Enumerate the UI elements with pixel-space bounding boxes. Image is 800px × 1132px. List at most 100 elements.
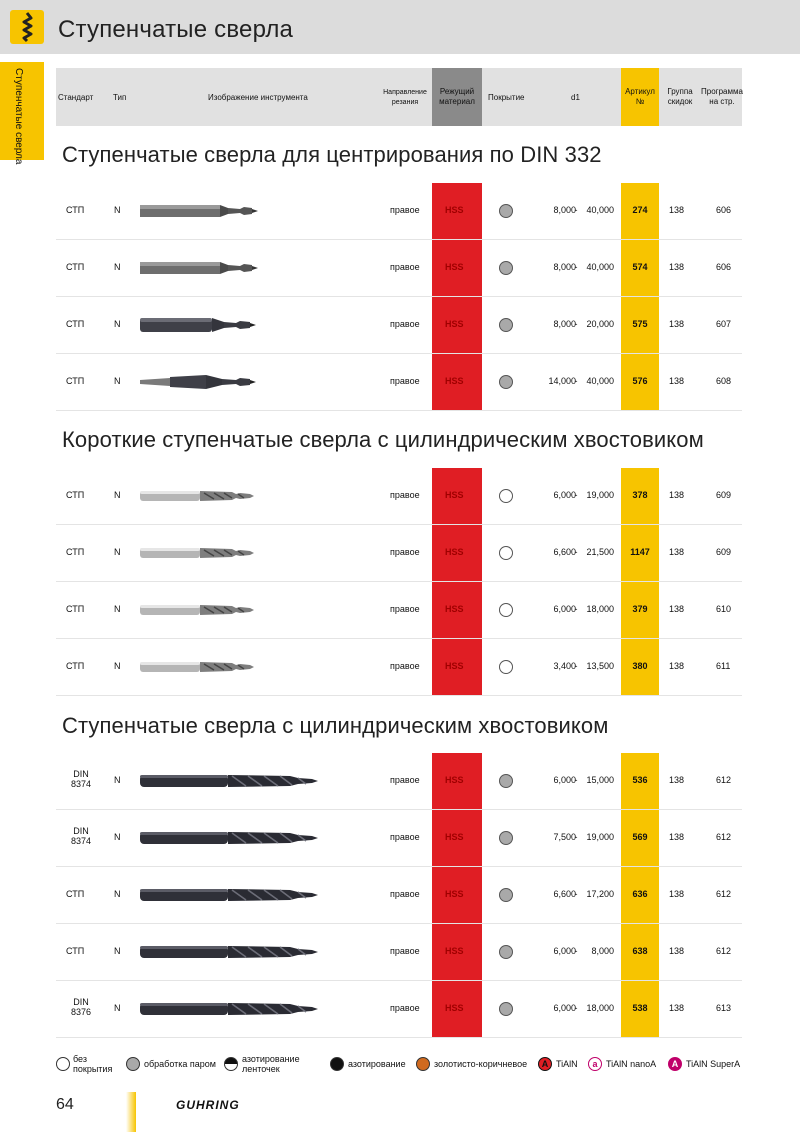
gold-brown-icon bbox=[416, 1057, 430, 1071]
program-page-cell: 612 bbox=[716, 946, 732, 956]
article-number-cell: 569 bbox=[632, 832, 648, 842]
drill-image bbox=[140, 827, 320, 849]
direction-cell: правое bbox=[390, 490, 420, 500]
coating-icon bbox=[499, 261, 513, 275]
discount-group-cell: 138 bbox=[669, 1003, 685, 1013]
standard-cell: СТП bbox=[66, 262, 85, 272]
program-page-cell: 609 bbox=[716, 490, 732, 500]
cutting-material-cell: HSS bbox=[445, 1003, 464, 1013]
discount-group-cell: 138 bbox=[669, 262, 685, 272]
standard-cell: СТП bbox=[66, 490, 85, 500]
diameter-to-cell: 8,000 bbox=[591, 946, 614, 956]
diameter-to-cell: 20,000 bbox=[586, 319, 614, 329]
diameter-from-cell: 7,500 bbox=[553, 832, 576, 842]
diameter-from-cell: 6,000 bbox=[553, 604, 576, 614]
diameter-range-dash: - bbox=[574, 604, 578, 614]
drill-image bbox=[140, 371, 320, 393]
cutting-material-cell: HSS bbox=[445, 319, 464, 329]
coating-icon bbox=[499, 375, 513, 389]
cutting-material-cell: HSS bbox=[445, 604, 464, 614]
diameter-from-cell: 6,000 bbox=[553, 946, 576, 956]
diameter-range-dash: - bbox=[574, 262, 578, 272]
diameter-range-dash: - bbox=[574, 547, 578, 557]
diameter-range-dash: - bbox=[574, 205, 578, 215]
article-number-cell: 636 bbox=[632, 889, 648, 899]
diameter-to-cell: 19,000 bbox=[586, 490, 614, 500]
diameter-range-dash: - bbox=[574, 490, 578, 500]
diameter-to-cell: 15,000 bbox=[586, 775, 614, 785]
discount-group-cell: 138 bbox=[669, 661, 685, 671]
coating-icon bbox=[499, 318, 513, 332]
diameter-range-dash: - bbox=[574, 661, 578, 671]
cutting-material-cell: HSS bbox=[445, 376, 464, 386]
page-title: Ступенчатые сверла bbox=[58, 16, 294, 43]
program-page-cell: 611 bbox=[716, 661, 731, 671]
standard-cell: СТП bbox=[66, 547, 85, 557]
header-article: Артикул № bbox=[621, 87, 659, 107]
article-number-cell: 538 bbox=[632, 1003, 648, 1013]
program-page-cell: 612 bbox=[716, 889, 732, 899]
article-number-cell: 638 bbox=[632, 946, 648, 956]
header-coating: Покрытие bbox=[488, 93, 525, 102]
article-number-cell: 379 bbox=[632, 604, 648, 614]
cutting-material-cell: HSS bbox=[445, 889, 464, 899]
article-number-cell: 378 bbox=[632, 490, 648, 500]
header-article-bg bbox=[621, 68, 659, 126]
standard-cell: СТП bbox=[66, 889, 85, 899]
type-cell: N bbox=[114, 547, 121, 557]
diameter-to-cell: 13,500 bbox=[586, 661, 614, 671]
drill-image bbox=[140, 656, 320, 678]
cutting-material-cell: HSS bbox=[445, 262, 464, 272]
direction-cell: правое bbox=[390, 205, 420, 215]
direction-cell: правое bbox=[390, 547, 420, 557]
diameter-range-dash: - bbox=[574, 832, 578, 842]
header-article-line1: Артикул bbox=[625, 87, 655, 96]
type-cell: N bbox=[114, 775, 121, 785]
cutting-material-column-bg bbox=[432, 753, 482, 1038]
section-title: Ступенчатые сверла с цилиндрическим хвос… bbox=[62, 713, 609, 738]
article-number-cell: 536 bbox=[632, 775, 648, 785]
program-page-cell: 612 bbox=[716, 832, 732, 842]
discount-group-cell: 138 bbox=[669, 319, 685, 329]
discount-group-cell: 138 bbox=[669, 946, 685, 956]
direction-cell: правое bbox=[390, 604, 420, 614]
type-cell: N bbox=[114, 262, 121, 272]
standard-cell: DIN 8374 bbox=[70, 826, 92, 846]
drill-image bbox=[140, 941, 320, 963]
side-tab-label: Ступенчатые сверла bbox=[13, 68, 24, 165]
side-tab bbox=[0, 62, 44, 160]
section-title: Короткие ступенчатые сверла с цилиндриче… bbox=[62, 427, 704, 452]
standard-cell: СТП bbox=[66, 661, 85, 671]
diameter-to-cell: 21,500 bbox=[586, 547, 614, 557]
legend-item-land-nitriding: азотирование ленточек bbox=[242, 1054, 300, 1074]
direction-cell: правое bbox=[390, 1003, 420, 1013]
drill-image bbox=[140, 485, 320, 507]
legend-item-nitriding: азотирование bbox=[348, 1059, 406, 1069]
diameter-to-cell: 40,000 bbox=[586, 262, 614, 272]
standard-cell: СТП bbox=[66, 376, 85, 386]
drill-image bbox=[140, 884, 320, 906]
coating-icon bbox=[499, 546, 513, 560]
legend-item-tialn: TiAlN bbox=[556, 1059, 578, 1069]
legend-item-steam: обработка паром bbox=[144, 1059, 216, 1069]
program-page-cell: 606 bbox=[716, 262, 732, 272]
type-cell: N bbox=[114, 604, 121, 614]
discount-group-cell: 138 bbox=[669, 490, 685, 500]
legend-item-no-coating: без покрытия bbox=[73, 1054, 112, 1074]
land-nitriding-icon bbox=[224, 1057, 238, 1071]
nitriding-icon bbox=[330, 1057, 344, 1071]
header-group-line1: Группа bbox=[667, 87, 693, 96]
drill-image bbox=[140, 599, 320, 621]
drill-image bbox=[140, 257, 320, 279]
program-page-cell: 608 bbox=[716, 376, 732, 386]
diameter-to-cell: 40,000 bbox=[586, 376, 614, 386]
program-page-cell: 610 bbox=[716, 604, 732, 614]
header-direction-line2: резания bbox=[391, 99, 419, 106]
cutting-material-cell: HSS bbox=[445, 832, 464, 842]
coating-icon bbox=[499, 1002, 513, 1016]
